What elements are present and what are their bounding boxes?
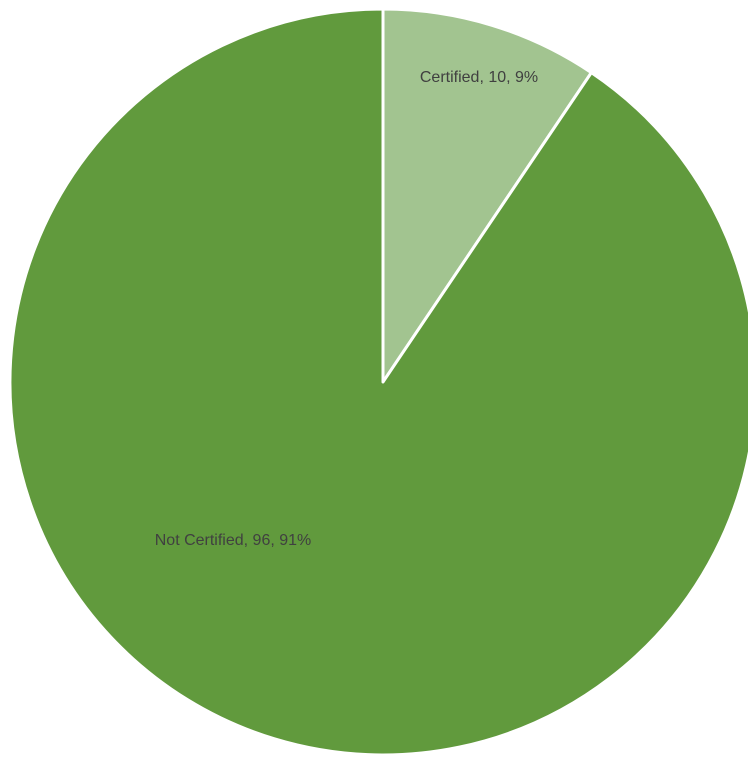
data-label-not-certified: Not Certified, 96, 91%	[155, 532, 312, 549]
pie-labels: Certified, 10, 9% Not Certified, 96, 91%	[155, 69, 538, 549]
data-label-certified: Certified, 10, 9%	[420, 69, 538, 86]
pie-slices	[8, 7, 748, 757]
pie-slice-not-certified	[8, 7, 748, 757]
pie-slice-certified	[381, 7, 593, 384]
